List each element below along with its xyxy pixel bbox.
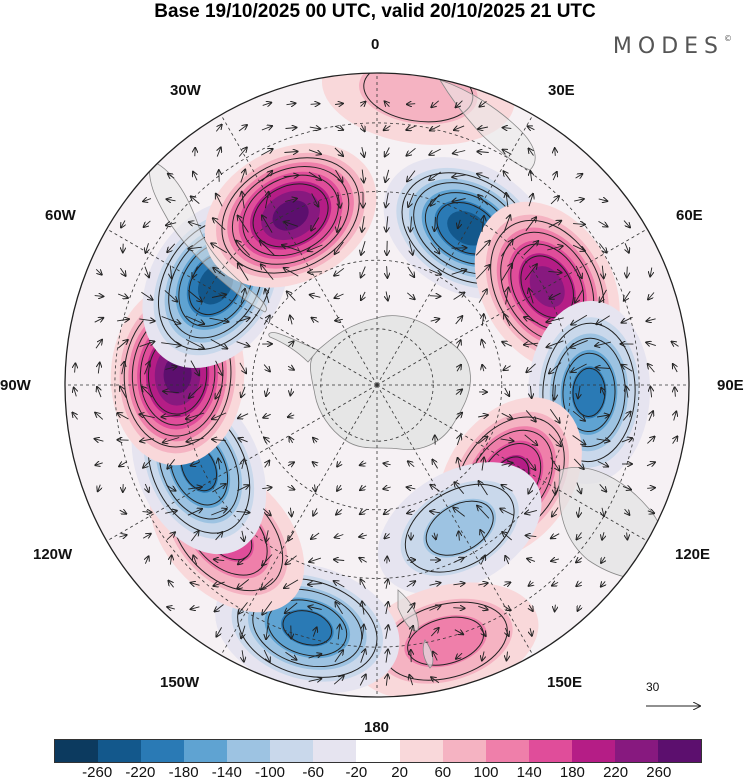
colorbar-ticks: -260 -220 -180 -140 -100 -60 -20 20 60 100 140 180 2… <box>0 764 750 784</box>
colorbar-tick-label: 20 <box>391 764 408 781</box>
colorbar-tick-label: -260 <box>82 764 112 781</box>
colorbar-swatch <box>55 740 98 762</box>
colorbar-tick-label: 60 <box>434 764 451 781</box>
label-150e: 150E <box>547 674 582 691</box>
wind-vector <box>311 104 320 105</box>
wind-vector <box>647 488 655 489</box>
label-120w: 120W <box>33 546 72 563</box>
colorbar-swatch <box>443 740 486 762</box>
wind-vector <box>430 296 441 297</box>
label-0: 0 <box>371 36 379 53</box>
label-150w: 150W <box>160 674 199 691</box>
colorbar-tick-label: 180 <box>560 764 585 781</box>
colorbar-swatch <box>270 740 313 762</box>
colorbar-tick-label: -180 <box>169 764 199 781</box>
colorbar-tick-label: 220 <box>603 764 628 781</box>
label-30w: 30W <box>170 82 201 99</box>
wind-vector <box>555 482 556 495</box>
colorbar-tick-label: 100 <box>473 764 498 781</box>
colorbar-tick-label: -140 <box>212 764 242 781</box>
colorbar-swatch <box>184 740 227 762</box>
colorbar-tick-label: -220 <box>125 764 155 781</box>
colorbar-swatch <box>356 740 399 762</box>
colorbar-swatch <box>658 740 701 762</box>
colorbar-swatch <box>529 740 572 762</box>
colorbar-tick-label: -60 <box>302 764 324 781</box>
wind-vector <box>453 608 464 609</box>
colorbar-swatch <box>313 740 356 762</box>
label-90w: 90W <box>0 377 31 394</box>
label-60w: 60W <box>45 207 76 224</box>
colorbar-tick-label: 140 <box>517 764 542 781</box>
label-90e: 90E <box>717 377 744 394</box>
reference-vector-label: 30 <box>646 680 659 694</box>
label-60e: 60E <box>676 207 703 224</box>
colorbar-swatch <box>572 740 615 762</box>
colorbar-tick-label: 260 <box>646 764 671 781</box>
wind-vector <box>627 267 628 278</box>
polar-map <box>0 0 750 735</box>
label-180: 180 <box>364 719 389 736</box>
colorbar-swatch <box>486 740 529 762</box>
colorbar-tick-label: -100 <box>255 764 285 781</box>
colorbar <box>54 739 702 763</box>
label-30e: 30E <box>548 82 575 99</box>
colorbar-tick-label: -20 <box>346 764 368 781</box>
label-120e: 120E <box>675 546 710 563</box>
colorbar-swatch <box>615 740 658 762</box>
wind-vector <box>407 104 415 105</box>
colorbar-swatch <box>227 740 270 762</box>
colorbar-swatch <box>141 740 184 762</box>
wind-vector <box>555 148 556 156</box>
colorbar-swatch <box>98 740 141 762</box>
colorbar-swatch <box>400 740 443 762</box>
wind-vector <box>308 272 322 273</box>
